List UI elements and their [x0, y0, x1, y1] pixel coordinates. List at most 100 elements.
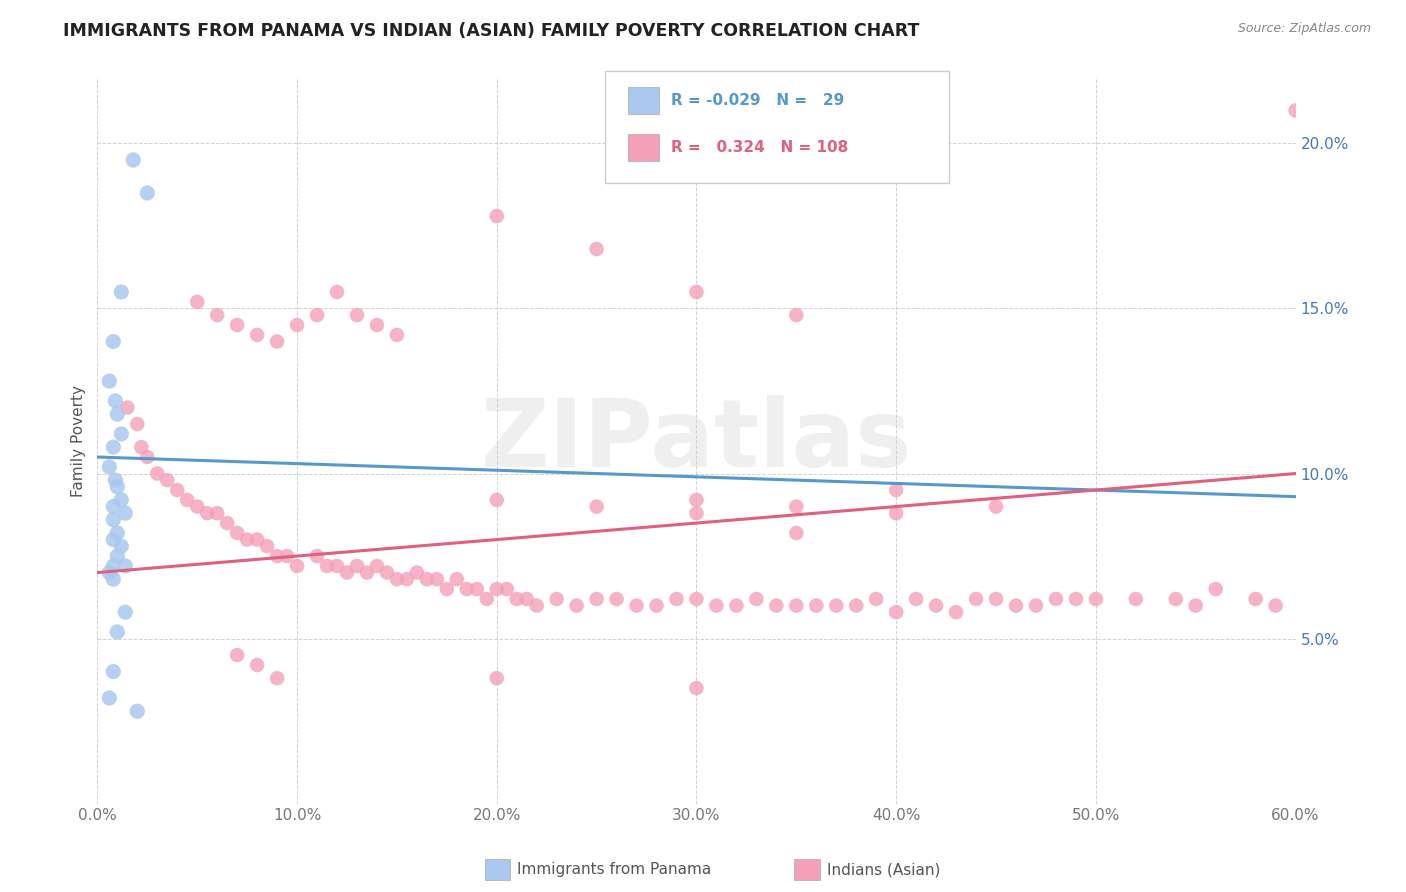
Point [516, 591, 538, 606]
Point [114, 558, 136, 573]
Point [785, 525, 807, 540]
Point [176, 492, 198, 507]
Text: IMMIGRANTS FROM PANAMA VS INDIAN (ASIAN) FAMILY POVERTY CORRELATION CHART: IMMIGRANTS FROM PANAMA VS INDIAN (ASIAN)… [63, 22, 920, 40]
Y-axis label: Family Poverty: Family Poverty [72, 384, 86, 497]
Point [346, 558, 368, 573]
Point [205, 506, 228, 520]
Point [103, 533, 125, 547]
Point [785, 500, 807, 514]
Point [136, 186, 159, 200]
Point [565, 599, 588, 613]
Point [98, 374, 121, 388]
Point [585, 500, 607, 514]
Point [785, 308, 807, 322]
Point [485, 671, 508, 685]
Point [104, 473, 127, 487]
Point [1064, 591, 1087, 606]
Point [785, 599, 807, 613]
Point [905, 591, 928, 606]
Point [326, 558, 349, 573]
Point [1084, 591, 1107, 606]
Point [685, 285, 707, 299]
Point [103, 440, 125, 454]
Text: Indians (Asian): Indians (Asian) [827, 863, 941, 877]
Point [103, 500, 125, 514]
Point [1125, 591, 1147, 606]
Text: ZIPatlas: ZIPatlas [481, 394, 912, 486]
Point [105, 624, 128, 639]
Point [925, 599, 948, 613]
Point [98, 691, 121, 706]
Point [127, 417, 149, 431]
Point [266, 334, 288, 349]
Text: R =   0.324   N = 108: R = 0.324 N = 108 [671, 140, 848, 154]
Point [104, 393, 127, 408]
Point [485, 209, 508, 223]
Point [446, 572, 468, 586]
Point [1205, 582, 1227, 596]
Point [186, 500, 208, 514]
Point [395, 572, 418, 586]
Point [103, 572, 125, 586]
Point [129, 440, 152, 454]
Point [226, 648, 249, 662]
Point [1045, 591, 1067, 606]
Point [256, 539, 278, 553]
Point [984, 500, 1007, 514]
Point [465, 582, 488, 596]
Point [122, 153, 145, 167]
Point [146, 467, 169, 481]
Point [965, 591, 987, 606]
Point [246, 533, 269, 547]
Point [1184, 599, 1206, 613]
Point [475, 591, 498, 606]
Point [226, 318, 249, 332]
Point [685, 591, 707, 606]
Point [356, 566, 378, 580]
Point [285, 558, 308, 573]
Point [884, 506, 907, 520]
Point [1164, 591, 1187, 606]
Point [685, 506, 707, 520]
Point [665, 591, 688, 606]
Point [745, 591, 768, 606]
Point [506, 591, 529, 606]
Point [375, 566, 398, 580]
Point [336, 566, 359, 580]
Point [98, 459, 121, 474]
Point [456, 582, 478, 596]
Point [127, 704, 149, 718]
Point [485, 492, 508, 507]
Point [326, 285, 349, 299]
Point [346, 308, 368, 322]
Point [585, 242, 607, 256]
Point [366, 558, 388, 573]
Point [236, 533, 259, 547]
Text: Immigrants from Panama: Immigrants from Panama [517, 863, 711, 877]
Point [98, 566, 121, 580]
Point [103, 513, 125, 527]
Point [226, 525, 249, 540]
Point [205, 308, 228, 322]
Point [606, 591, 628, 606]
Point [217, 516, 239, 530]
Point [685, 492, 707, 507]
Point [884, 605, 907, 619]
Point [110, 426, 132, 441]
Point [1005, 599, 1028, 613]
Point [865, 591, 887, 606]
Point [725, 599, 748, 613]
Point [105, 549, 128, 563]
Point [645, 599, 668, 613]
Point [305, 549, 328, 563]
Point [495, 582, 517, 596]
Point [385, 327, 408, 342]
Point [246, 327, 269, 342]
Point [246, 657, 269, 672]
Point [1244, 591, 1267, 606]
Point [436, 582, 458, 596]
Point [685, 681, 707, 695]
Text: R = -0.029   N =   29: R = -0.029 N = 29 [671, 94, 844, 108]
Point [945, 605, 967, 619]
Point [1264, 599, 1286, 613]
